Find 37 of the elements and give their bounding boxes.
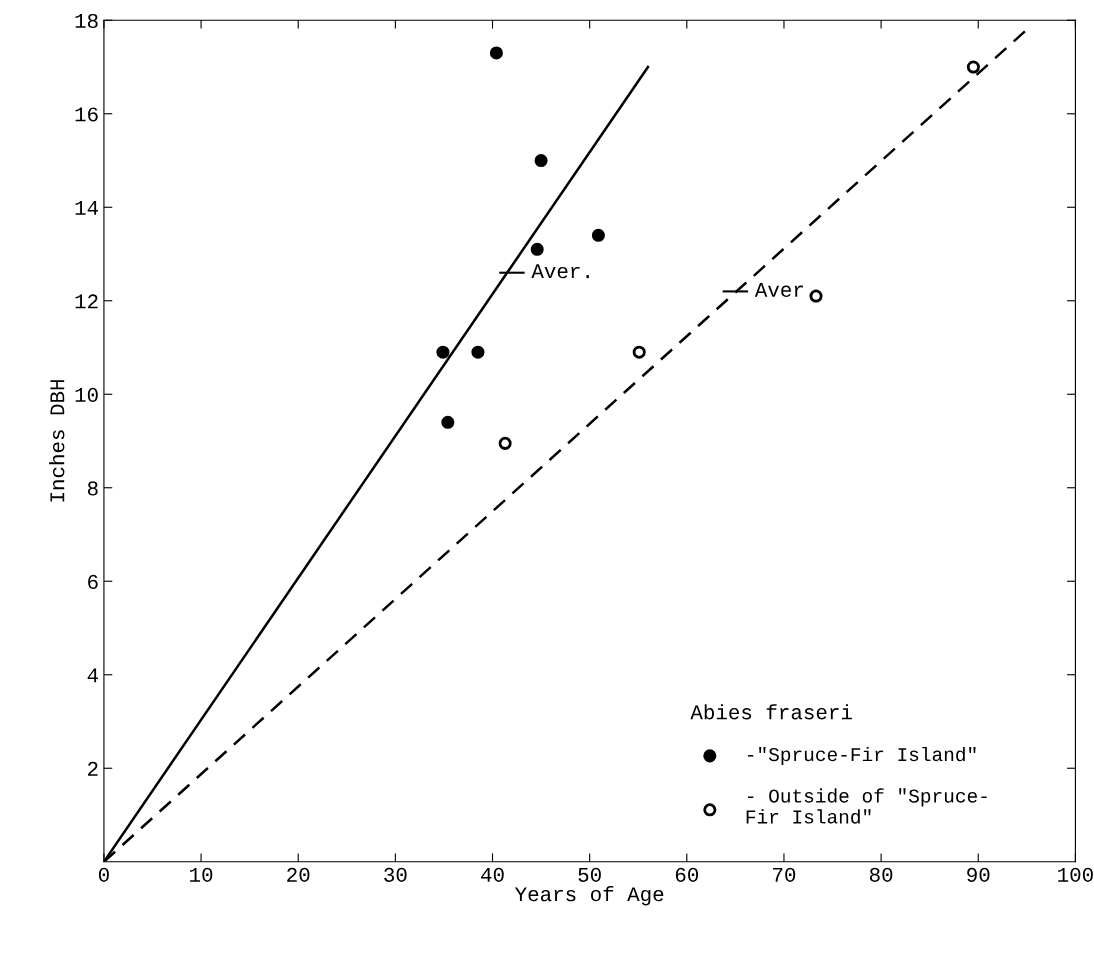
x-tick-label: 40 xyxy=(481,867,504,882)
x-tick-label: 10 xyxy=(190,867,213,882)
y-tick-label: 14 xyxy=(75,201,99,215)
y-tick-label: 18 xyxy=(75,13,98,29)
y-tick-label: 6 xyxy=(88,574,98,590)
point xyxy=(966,60,980,74)
x-tick-label: 70 xyxy=(773,867,796,882)
y-tick-label: 16 xyxy=(75,107,98,122)
point xyxy=(591,228,605,242)
point xyxy=(530,242,544,256)
x-tick-label: 60 xyxy=(675,867,699,882)
y-tick-label: 12 xyxy=(75,294,98,309)
point xyxy=(534,153,548,168)
point xyxy=(471,345,485,359)
annotation: Aver. xyxy=(754,283,813,297)
y-tick-label: 8 xyxy=(87,481,98,496)
x-axis-title: Years of Age xyxy=(515,886,664,906)
x-tick-label: 80 xyxy=(869,867,893,882)
point xyxy=(436,345,450,359)
y-tick-label: 2 xyxy=(88,761,98,776)
point xyxy=(632,345,646,359)
legend-label: - Outside of "Spruce- Fir Island" xyxy=(746,788,987,824)
point xyxy=(489,46,503,60)
x-tick-label: 0 xyxy=(98,867,109,882)
y-tick-label: 4 xyxy=(87,668,99,683)
x-tick-label: 20 xyxy=(287,867,310,882)
x-tick-label: 90 xyxy=(967,867,990,882)
point xyxy=(441,415,455,429)
legend-label: -"Spruce-Fir Island" xyxy=(748,746,976,766)
x-tick-label: 100 xyxy=(1058,867,1093,882)
x-tick-label: 30 xyxy=(384,867,407,882)
legend-title: Abies fraseri xyxy=(690,704,852,720)
y-tick-label: 10 xyxy=(75,387,98,403)
annotation: Aver. xyxy=(531,264,589,279)
x-tick-label: 50 xyxy=(578,867,601,882)
point xyxy=(498,436,512,450)
y-axis-title: Inches DBH xyxy=(49,380,65,502)
